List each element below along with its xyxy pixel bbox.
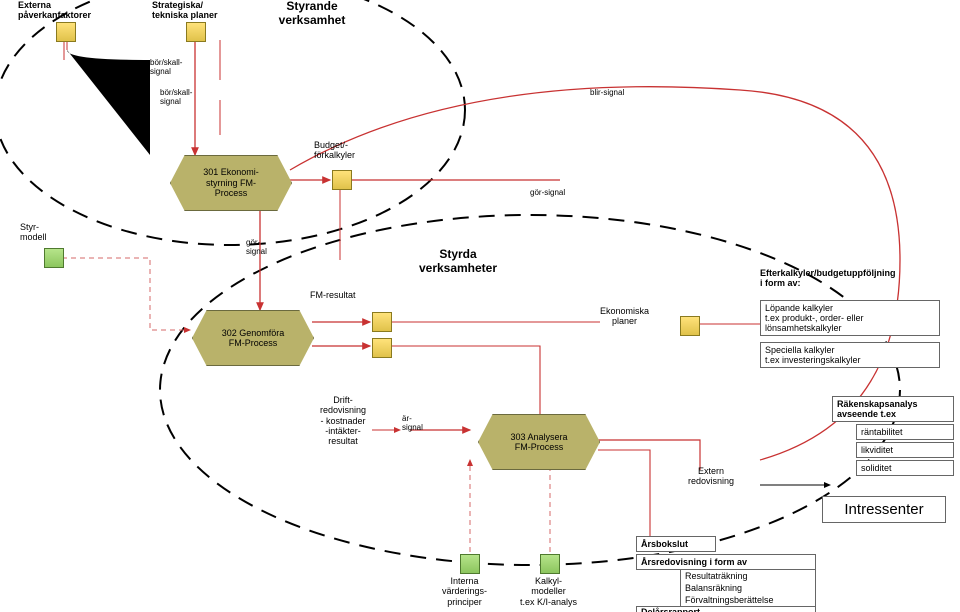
efter-lopande-text: Löpande kalkyler t.ex produkt-, order- e… <box>765 303 864 333</box>
ars-r2: Balansräkning <box>685 583 742 593</box>
raken-title-box: Räkenskapsanalys avseende t.ex <box>832 396 954 422</box>
raken-r2: likviditet <box>861 445 893 455</box>
budget-label: Budget/- förkalkyler <box>314 140 355 161</box>
styrda-title: Styrda verksamheter <box>398 248 518 276</box>
ekonomiska-label: Ekonomiska planer <box>600 306 649 327</box>
raken-title-text: Räkenskapsanalys avseende t.ex <box>837 399 918 419</box>
hex-301-text: 301 Ekonomi- styrning FM- Process <box>203 167 259 198</box>
fmresultat-label: FM-resultat <box>310 290 356 300</box>
arsignal-label: är- signal <box>402 414 423 432</box>
efter-speciella-box: Speciella kalkyler t.ex investeringskalk… <box>760 342 940 368</box>
ars-title-box: Årsredovisning i form av <box>636 554 816 570</box>
efter-title: Efterkalkyler/budgetuppföljning i form a… <box>760 268 896 289</box>
arsbokslut-text: Årsbokslut <box>641 539 688 549</box>
ekonomiska-box <box>680 316 700 336</box>
drift-label: Drift- redovisning - kostnader -intäkter… <box>320 395 366 447</box>
styrande-title: Styrande verksamhet <box>252 0 372 28</box>
efter-speciella-text: Speciella kalkyler t.ex investeringskalk… <box>765 345 861 365</box>
strategiska-box <box>186 22 206 42</box>
fmresultat-box-2 <box>372 338 392 358</box>
hex-302: 302 Genomföra FM-Process <box>192 310 314 366</box>
interna-box <box>460 554 480 574</box>
raken-r2-box: likviditet <box>856 442 954 458</box>
delar-text: Delårsrapport <box>641 607 700 612</box>
extern-label: Extern redovisning <box>688 466 734 487</box>
kalkyl-box <box>540 554 560 574</box>
hex-303: 303 Analysera FM-Process <box>478 414 600 470</box>
styrmodell-box <box>44 248 64 268</box>
intressenter-text: Intressenter <box>844 501 923 518</box>
ars-r1: Resultaträkning <box>685 571 748 581</box>
hex-302-text: 302 Genomföra FM-Process <box>222 328 285 349</box>
hex-303-text: 303 Analysera FM-Process <box>510 432 567 453</box>
hex-301: 301 Ekonomi- styrning FM- Process <box>170 155 292 211</box>
externa-box <box>56 22 76 42</box>
ars-title-text: Årsredovisning i form av <box>641 557 747 567</box>
interna-label: Interna värderings- principer <box>442 576 487 607</box>
fmresultat-box-1 <box>372 312 392 332</box>
externa-label: Externa påverkanfaktorer <box>18 0 91 21</box>
raken-r1: räntabilitet <box>861 427 903 437</box>
budget-box <box>332 170 352 190</box>
raken-r1-box: räntabilitet <box>856 424 954 440</box>
gor-small-label: gör- signal <box>246 238 267 256</box>
gor-label: gör-signal <box>530 188 565 197</box>
kalkyl-label: Kalkyl- modeller t.ex K/I-analys <box>520 576 577 607</box>
intressenter-box: Intressenter <box>822 496 946 523</box>
arsbokslut-box: Årsbokslut <box>636 536 716 552</box>
delar-box: Delårsrapport <box>636 606 816 612</box>
borskall2-label: bör/skall- signal <box>160 88 192 106</box>
strategiska-label: Strategiska/ tekniska planer <box>152 0 218 21</box>
styrmodell-label: Styr- modell <box>20 222 47 243</box>
blir-label: blir-signal <box>590 88 624 97</box>
raken-r3: soliditet <box>861 463 892 473</box>
raken-r3-box: soliditet <box>856 460 954 476</box>
borskall1-label: bör/skall- signal <box>150 58 182 76</box>
ars-r3: Förvaltningsberättelse <box>685 595 774 605</box>
efter-lopande-box: Löpande kalkyler t.ex produkt-, order- e… <box>760 300 940 336</box>
